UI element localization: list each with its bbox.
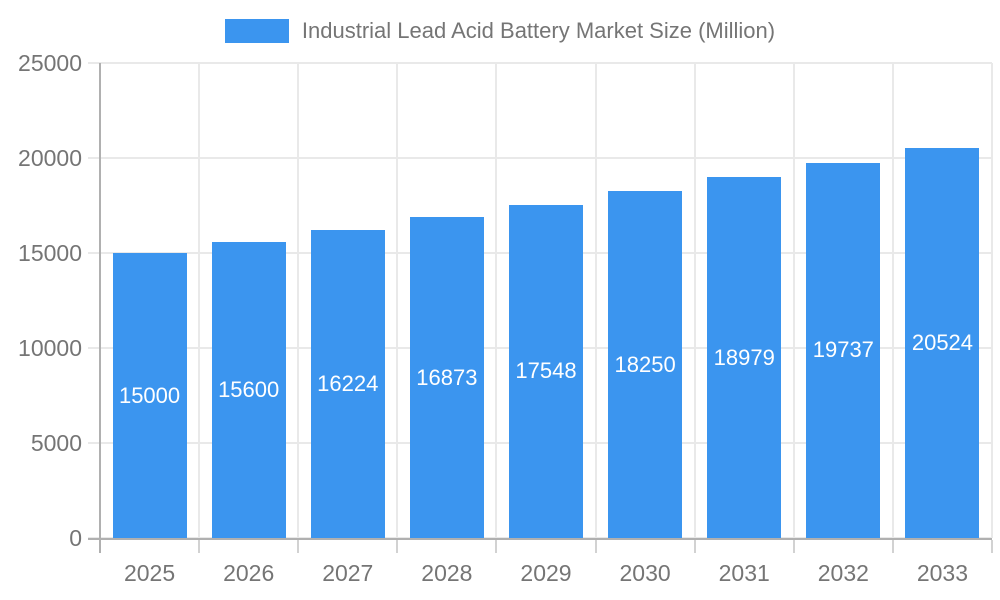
bar-value-label: 19737 [812, 337, 874, 363]
x-axis-line [88, 538, 992, 540]
x-axis-label: 2029 [520, 560, 572, 586]
x-axis-label: 2032 [817, 560, 869, 586]
x-gridline [891, 63, 894, 538]
bar-2031 [707, 177, 782, 538]
x-axis-label: 2027 [322, 560, 374, 586]
x-axis-label: 2025 [123, 560, 176, 586]
y-axis-label: 5000 [30, 430, 82, 456]
bar-value-label: 17548 [515, 358, 577, 384]
legend-color-swatch [224, 19, 289, 43]
y-axis-label: 15000 [18, 240, 82, 266]
bar-value-label: 20524 [911, 330, 974, 356]
y-gridline [88, 62, 992, 64]
x-gridline [297, 63, 300, 538]
x-tick [495, 540, 498, 553]
bar-value-label: 18979 [713, 344, 775, 370]
bar-2029 [509, 204, 583, 538]
bar-2026 [211, 241, 286, 538]
x-tick [297, 540, 300, 553]
x-gridline [198, 63, 201, 538]
x-gridline [594, 63, 597, 538]
y-gridline [88, 157, 992, 159]
y-axis-label: 0 [69, 525, 82, 551]
y-axis-line [99, 63, 101, 553]
x-tick [792, 540, 795, 553]
x-tick [396, 540, 399, 553]
y-axis-label: 20000 [18, 145, 82, 171]
x-axis-label: 2031 [718, 560, 770, 586]
bar-2032 [806, 162, 881, 538]
x-gridline [396, 63, 399, 538]
chart-legend[interactable]: Industrial Lead Acid Battery Market Size… [0, 18, 1000, 44]
bar-2030 [608, 191, 683, 538]
x-tick [198, 540, 201, 553]
x-tick [891, 540, 894, 553]
x-tick [991, 540, 993, 553]
bar-value-label: 18250 [614, 351, 676, 377]
x-tick [693, 540, 696, 553]
x-gridline [991, 63, 993, 538]
y-axis-label: 10000 [18, 335, 82, 361]
bar-2033 [905, 148, 980, 538]
bar-value-label: 16873 [416, 364, 478, 390]
x-tick [594, 540, 597, 553]
x-axis-label: 2033 [916, 560, 969, 586]
x-axis-label: 2028 [421, 560, 473, 586]
bar-2027 [310, 229, 385, 538]
x-axis-label: 2026 [223, 560, 275, 586]
x-gridline [495, 63, 498, 538]
y-axis-label: 25000 [18, 50, 82, 76]
bar-value-label: 15000 [118, 382, 181, 408]
x-axis-label: 2030 [619, 560, 671, 586]
bar-value-label: 15600 [218, 376, 280, 402]
legend-label: Industrial Lead Acid Battery Market Size… [301, 18, 776, 43]
bar-2025 [112, 253, 187, 538]
bar-2028 [409, 217, 484, 538]
bar-value-label: 16224 [317, 370, 379, 396]
x-gridline [693, 63, 696, 538]
x-gridline [792, 63, 795, 538]
